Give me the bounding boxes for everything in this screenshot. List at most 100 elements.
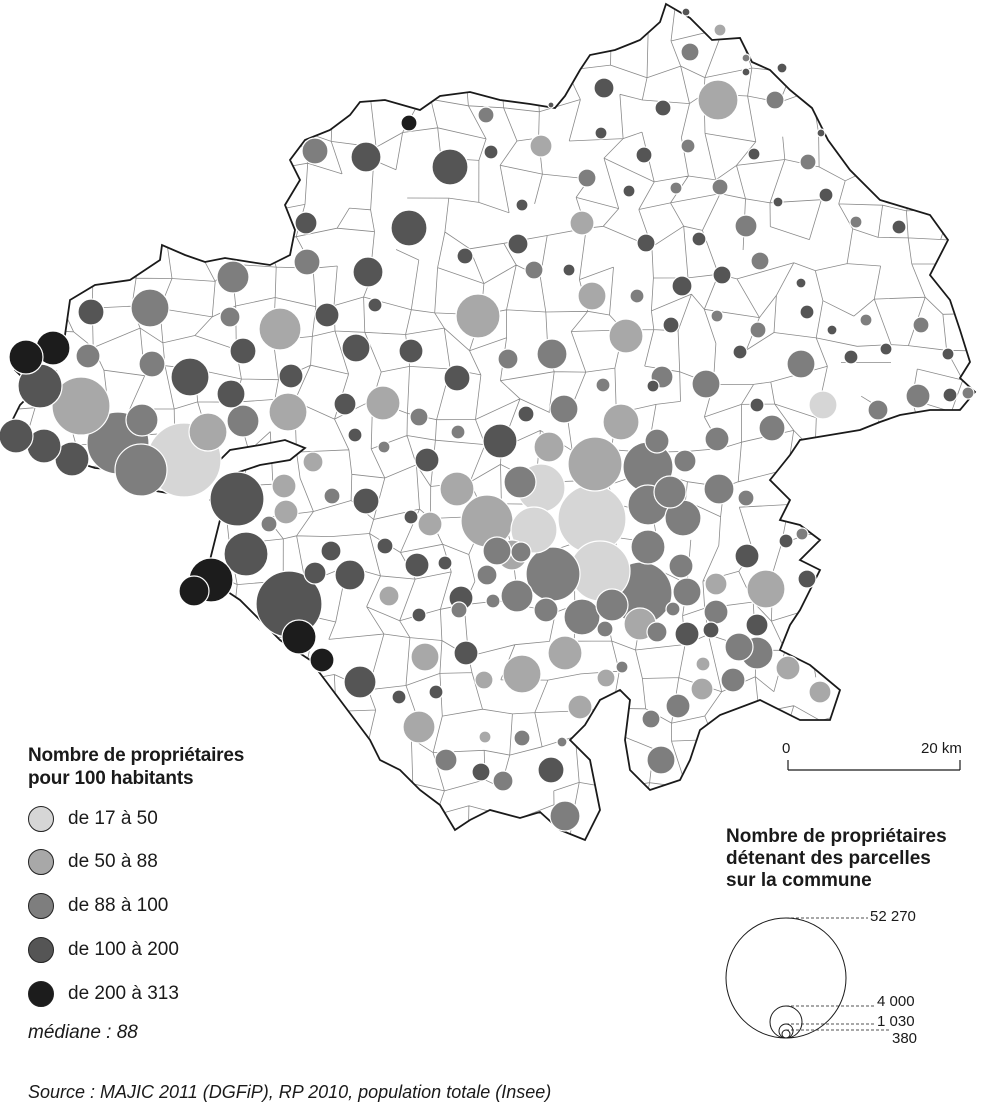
commune-bubble [437,555,453,571]
commune-bubble [644,428,670,454]
commune-bubble [510,506,558,554]
commune-bubble [75,343,101,369]
commune-bubble [209,471,265,527]
commune-bubble [608,318,644,354]
commune-bubble [669,181,683,195]
commune-bubble [629,288,645,304]
size-legend-circle-2 [769,1005,803,1039]
commune-bubble [594,126,608,140]
commune-bubble [732,344,748,360]
scale-bar [787,760,961,771]
commune-bubble [636,233,656,253]
legend-class-1: de 17 à 50 [28,804,158,834]
commune-bubble [691,369,721,399]
commune-bubble [758,414,786,442]
commune-bubble [942,387,958,403]
size-legend-title-line1: Nombre de propriétaires [726,826,947,847]
commune-bubble [622,184,636,198]
commune-bubble [562,263,576,277]
commune-bubble [711,178,729,196]
commune-bubble [695,656,711,672]
commune-bubble [749,321,767,339]
commune-bubble [258,307,302,351]
commune-bubble [377,440,391,454]
commune-bubble [482,423,518,459]
commune-bubble [747,147,761,161]
commune-bubble [549,800,581,832]
commune-bubble [497,348,519,370]
commune-bubble [398,338,424,364]
commune-bubble [843,349,859,365]
commune-bubble [482,536,512,566]
commune-bubble [818,187,834,203]
legend-class-3: de 88 à 100 [28,891,168,921]
legend-label-4: de 100 à 200 [68,939,179,960]
commune-bubble [525,546,581,602]
commune-bubble [662,316,680,334]
commune-bubble [483,144,499,160]
commune-bubble [668,553,694,579]
commune-bubble [367,297,383,313]
commune-bubble [547,101,555,109]
commune-bubble [485,593,501,609]
legend-label-3: de 88 à 100 [68,895,169,916]
commune-bubble [271,473,297,499]
commune-bubble [323,487,341,505]
commune-bubble [513,729,531,747]
commune-bubble [474,670,494,690]
commune-bubble [569,210,595,236]
commune-bubble [352,256,384,288]
commune-bubble [734,214,758,238]
commune-bubble [563,598,601,636]
commune-bubble [941,347,955,361]
legend-class-5: de 200 à 313 [28,979,179,1009]
color-legend-title-line2: pour 100 habitants [28,768,194,789]
commune-bubble [797,569,817,589]
commune-bubble [410,642,440,672]
commune-bubble [799,304,815,320]
legend-swatch-1 [28,806,54,832]
commune-bubble [391,689,407,705]
commune-bubble [293,248,321,276]
legend-class-4: de 100 à 200 [28,935,179,965]
commune-bubble [477,106,495,124]
commune-bubble [507,233,529,255]
commune-bubble [734,543,760,569]
commune-bubble [281,619,317,655]
department-outline [8,2,977,842]
commune-bubble [713,23,727,37]
commune-bubble [703,599,729,625]
commune-bubble [500,579,534,613]
commune-bubble [665,693,691,719]
commune-bubble [630,529,666,565]
size-label-2: 4 000 [877,993,915,1010]
commune-bubble [710,309,724,323]
commune-bubble [961,386,975,400]
commune-bubble [674,621,700,647]
size-legend-circle-3 [778,1023,794,1039]
commune-bubble [334,559,366,591]
commune-bubble [411,607,427,623]
commune-bubble [524,260,544,280]
commune-bubble [879,342,893,356]
commune-bubble [795,277,807,289]
commune-bubble [533,597,559,623]
commune-bubble [130,288,170,328]
commune-bubble [320,540,342,562]
commune-bubble [314,302,340,328]
size-legend-title-line3: sur la commune [726,870,872,891]
commune-bubble [720,667,746,693]
commune-bubble [596,668,616,688]
commune-bubble [808,680,832,704]
commune-bubble [476,564,498,586]
commune-bubble [671,275,693,297]
size-label-1: 52 270 [870,908,916,925]
commune-bubble [188,412,228,452]
commune-bubble [455,293,501,339]
commune-bubble [219,306,241,328]
size-legend-circle-1 [725,917,847,1039]
commune-bubble [517,405,535,423]
commune-bubble [741,67,751,77]
commune-bubble [303,561,327,585]
